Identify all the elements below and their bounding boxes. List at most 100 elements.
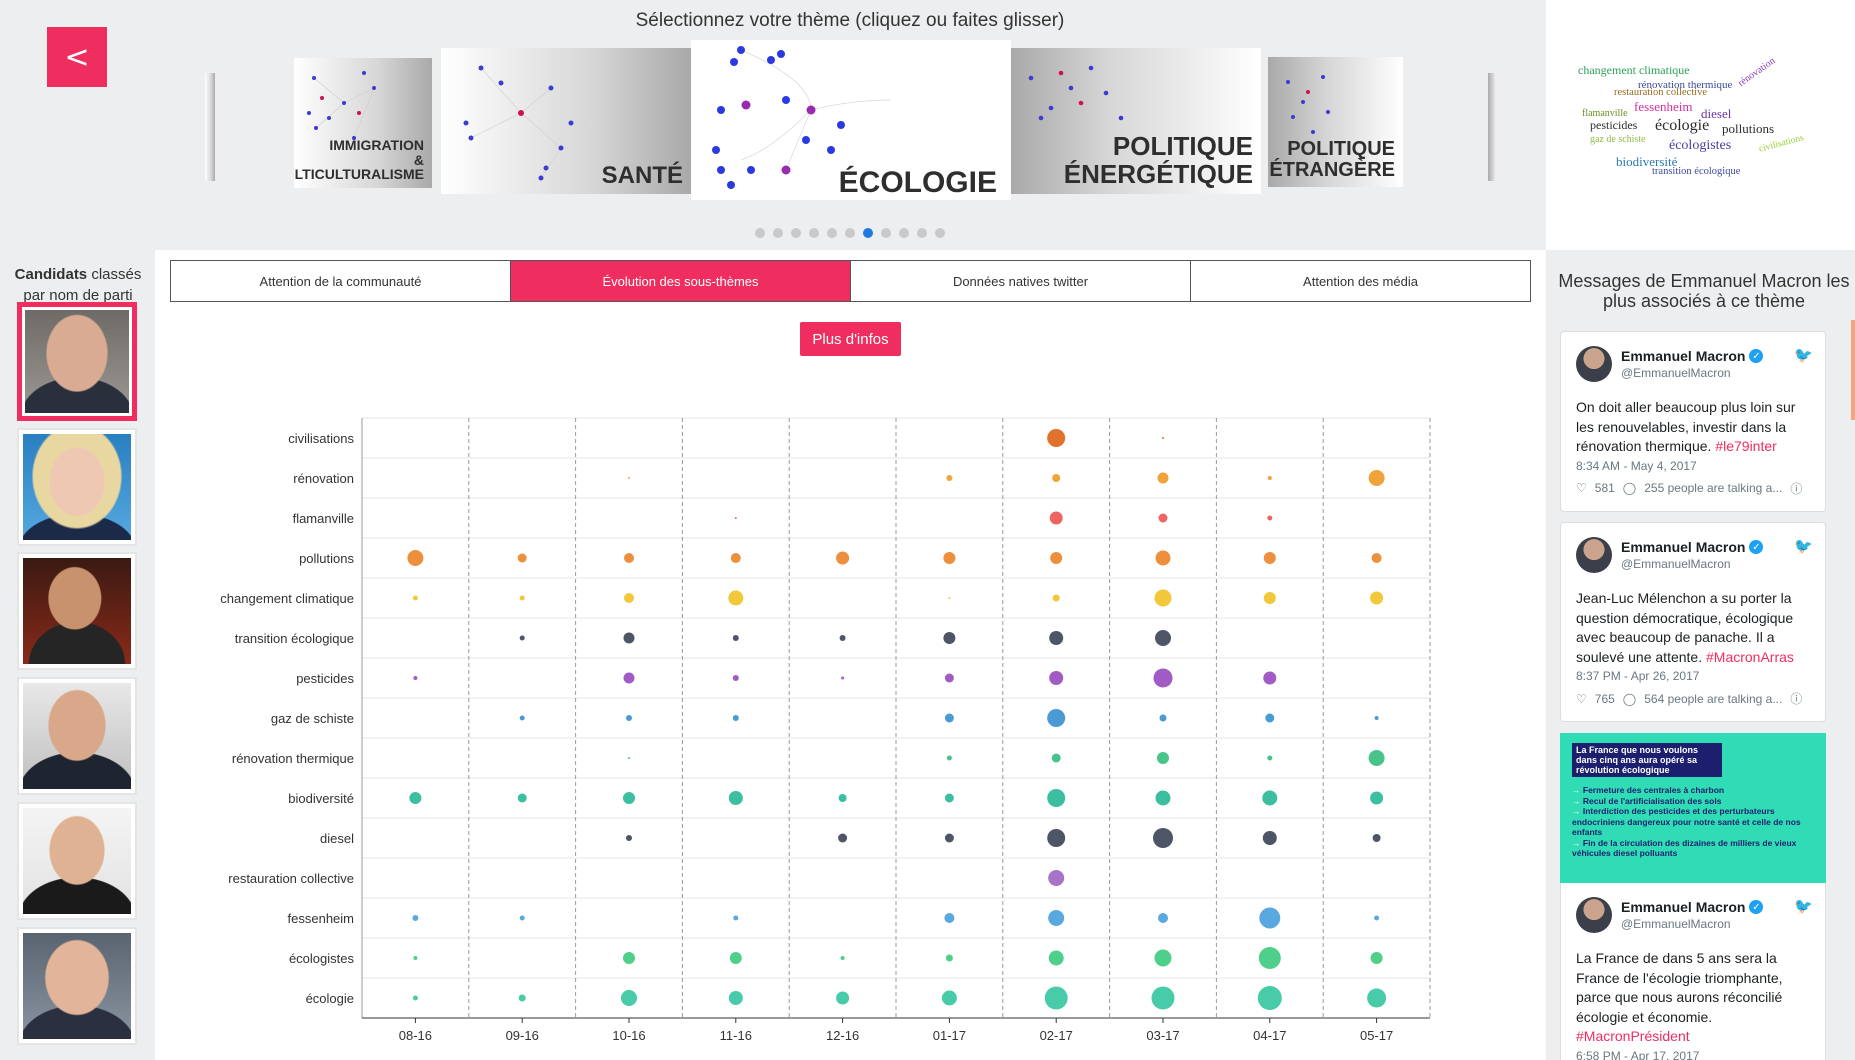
- bubble: [409, 792, 422, 804]
- carousel-dot[interactable]: [899, 228, 909, 238]
- slide-politique-energetique[interactable]: POLITIQUE ÉNERGÉTIQUE: [1011, 48, 1261, 194]
- bubble: [1051, 753, 1061, 763]
- slide-politique-etrangere[interactable]: POLITIQUE ÉTRANGÈRE: [1268, 57, 1403, 187]
- comment-icon[interactable]: ◯: [1622, 481, 1637, 495]
- heart-icon[interactable]: ♡: [1576, 691, 1587, 706]
- bubble: [1265, 713, 1275, 723]
- carousel-dot[interactable]: [809, 228, 819, 238]
- bubble: [1047, 789, 1066, 807]
- bubble: [1267, 755, 1273, 761]
- tweet-handle: @EmmanuelMacron: [1621, 366, 1731, 380]
- tweets-panel-title: Messages de Emmanuel Macron les plus ass…: [1558, 271, 1850, 311]
- slide-edge-right[interactable]: [1488, 73, 1495, 181]
- bubble: [948, 597, 951, 599]
- bubble: [728, 791, 743, 805]
- info-icon[interactable]: ⓘ: [1790, 692, 1803, 706]
- bubble: [1374, 716, 1379, 720]
- tweet-talking[interactable]: 564 people are talking a...: [1644, 691, 1783, 706]
- network-graph: [307, 71, 376, 140]
- bubble: [732, 715, 739, 721]
- verified-icon: ✓: [1749, 540, 1764, 554]
- candidate-portrait: [23, 683, 131, 789]
- media-list: Fermeture des centrales à charbon Recul …: [1572, 785, 1814, 859]
- bubble: [1367, 988, 1387, 1008]
- carousel-dot[interactable]: [917, 228, 927, 238]
- twitter-bird-icon[interactable]: 🐦: [1794, 537, 1813, 555]
- tweet-card[interactable]: Emmanuel Macron ✓ @EmmanuelMacron 🐦 On do…: [1560, 331, 1826, 512]
- candidate-portrait: [23, 808, 131, 914]
- bubble: [1267, 476, 1272, 480]
- comment-icon[interactable]: ◯: [1622, 691, 1637, 706]
- tweet-date[interactable]: 8:37 PM - Apr 26, 2017: [1576, 669, 1700, 683]
- bubble: [519, 715, 525, 721]
- tweet-handle: @EmmanuelMacron: [1621, 917, 1731, 931]
- more-info-button[interactable]: Plus d'infos: [800, 322, 901, 356]
- bubble: [517, 553, 527, 563]
- bubble: [1052, 594, 1060, 602]
- candidate-card-hamon[interactable]: [17, 802, 137, 920]
- candidate-card-le-pen[interactable]: [17, 428, 137, 546]
- tab-donnees-twitter[interactable]: Données natives twitter: [851, 261, 1191, 301]
- carousel-dot[interactable]: [773, 228, 783, 238]
- bubble: [1155, 550, 1171, 566]
- tweet-date[interactable]: 8:34 AM - May 4, 2017: [1576, 458, 1697, 473]
- bubble: [1048, 910, 1065, 926]
- tweet-date[interactable]: 6:58 PM - Apr 17, 2017: [1576, 1048, 1700, 1060]
- carousel-dot[interactable]: [845, 228, 855, 238]
- carousel-dot[interactable]: [827, 228, 837, 238]
- tweet-card[interactable]: Emmanuel Macron ✓ @EmmanuelMacron 🐦 Jean-…: [1560, 522, 1826, 722]
- carousel-dots[interactable]: [755, 228, 945, 238]
- media-item: Recul de l'artificialisation des sols: [1572, 796, 1814, 807]
- tweet-hashtag[interactable]: #le79inter: [1715, 438, 1777, 454]
- bubble: [730, 553, 741, 563]
- tweet-hashtag[interactable]: #MacronPrésident: [1576, 1028, 1690, 1044]
- candidate-card-melenchon[interactable]: [17, 552, 137, 670]
- heart-icon[interactable]: ♡: [1576, 481, 1587, 495]
- avatar: [1576, 346, 1612, 382]
- tab-attention-communaute[interactable]: Attention de la communauté: [171, 261, 511, 301]
- tab-attention-media[interactable]: Attention des média: [1191, 261, 1530, 301]
- word-cloud-word: diesel: [1701, 106, 1732, 121]
- slide-sante[interactable]: SANTÉ: [441, 48, 691, 194]
- info-icon[interactable]: ⓘ: [1790, 481, 1803, 496]
- slide-ecologie[interactable]: ÉCOLOGIE: [691, 40, 1011, 200]
- tweet-card[interactable]: Emmanuel Macron ✓ @EmmanuelMacron 🐦 La Fr…: [1560, 883, 1826, 1060]
- candidate-portrait: [23, 933, 131, 1039]
- twitter-bird-icon[interactable]: 🐦: [1794, 897, 1813, 915]
- bubble: [839, 635, 846, 641]
- tweet-media-image[interactable]: La France que nous voulons dans cinq ans…: [1560, 733, 1826, 883]
- bubble: [1263, 592, 1276, 604]
- x-tick-label: 08-16: [399, 1028, 432, 1043]
- tweet-hashtag[interactable]: #MacronArras: [1706, 648, 1794, 665]
- carousel-dot[interactable]: [935, 228, 945, 238]
- slide-edge-left[interactable]: [205, 73, 215, 181]
- candidate-card-fillon[interactable]: [17, 677, 137, 795]
- bubble: [734, 517, 737, 519]
- scrollbar[interactable]: [1851, 320, 1855, 420]
- bubble: [623, 952, 635, 964]
- bubble: [1153, 828, 1173, 848]
- bubble: [944, 833, 954, 843]
- carousel-dot[interactable]: [881, 228, 891, 238]
- bubble: [1159, 714, 1167, 722]
- candidate-card-macron[interactable]: [17, 302, 137, 421]
- bubble: [1157, 472, 1169, 484]
- y-tick-label: rénovation: [293, 471, 354, 486]
- bubble: [1259, 907, 1281, 929]
- tweet-author: Emmanuel Macron: [1621, 899, 1746, 915]
- bubble: [1371, 553, 1382, 563]
- tweet-talking[interactable]: 255 people are talking a...: [1644, 481, 1783, 495]
- carousel-dot[interactable]: [863, 228, 873, 238]
- tab-evolution-sous-themes[interactable]: Évolution des sous-thèmes: [511, 261, 851, 301]
- candidate-title-bold: Candidats: [14, 266, 88, 283]
- slide-immigration[interactable]: IMMIGRATION & MULTICULTURALISME: [294, 58, 432, 188]
- bubble: [1052, 474, 1061, 482]
- tweet-author: Emmanuel Macron: [1621, 539, 1746, 555]
- carousel-dot[interactable]: [791, 228, 801, 238]
- twitter-bird-icon[interactable]: 🐦: [1794, 346, 1813, 364]
- candidate-card-dupont-aignan[interactable]: [17, 927, 137, 1045]
- back-button[interactable]: <: [47, 27, 107, 87]
- carousel-dot[interactable]: [755, 228, 765, 238]
- bubble: [1368, 750, 1385, 766]
- slide-label: SANTÉ: [601, 161, 683, 189]
